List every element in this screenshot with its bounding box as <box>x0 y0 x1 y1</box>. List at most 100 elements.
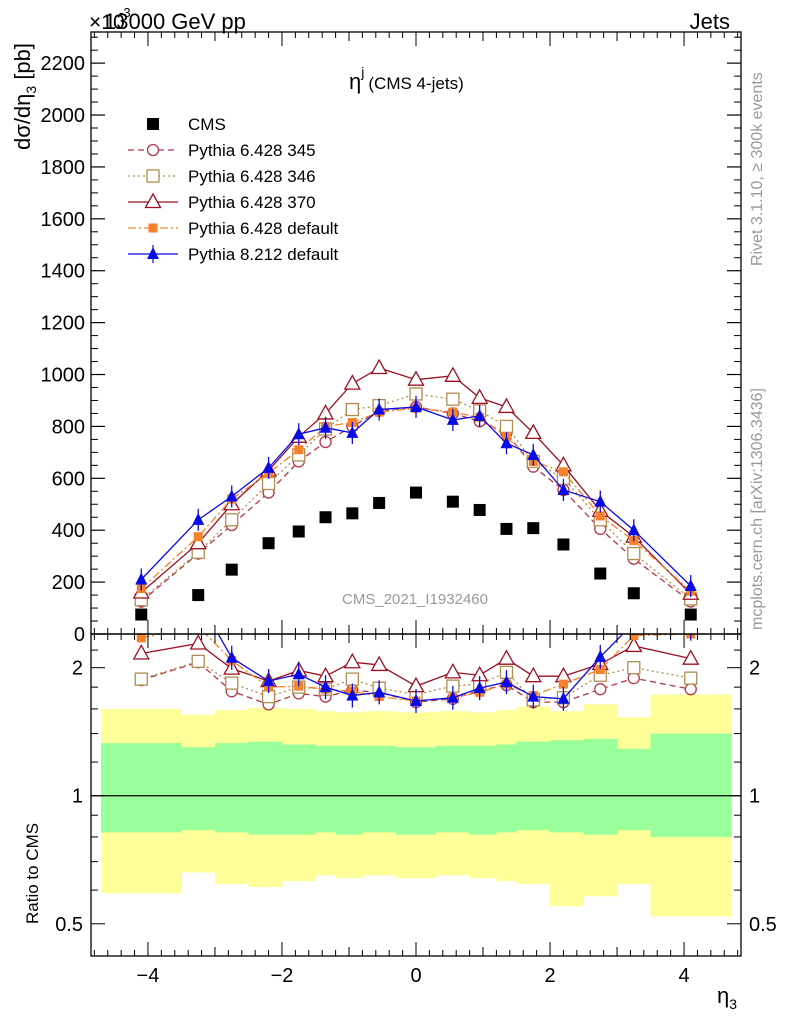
band-inner-segment <box>181 747 216 831</box>
data-point-p8 <box>594 494 607 507</box>
data-point-cms <box>346 507 359 520</box>
legend-label: Pythia 8.212 default <box>188 245 339 264</box>
data-point-p8 <box>292 427 305 440</box>
ratio-point-p8 <box>594 649 607 662</box>
ratio-ytick-label-right: 0.5 <box>749 914 777 936</box>
band-inner-segment <box>469 745 497 835</box>
data-point-p346 <box>627 546 641 561</box>
ratio-point-p8 <box>262 674 275 687</box>
band-inner-segment <box>214 743 249 833</box>
band-inner-segment <box>362 745 397 833</box>
ratio-point-p8 <box>557 691 570 704</box>
ratio-point-p370 <box>497 649 516 665</box>
band-inner-segment <box>101 743 182 833</box>
band-inner-segment <box>315 745 337 833</box>
main-ytick-label: 1600 <box>41 209 86 231</box>
data-point-p8 <box>627 523 640 536</box>
data-point-p8 <box>225 489 238 502</box>
ratio-point-p8 <box>319 680 332 693</box>
ratio-point-p370 <box>682 649 700 665</box>
data-point-pdefault <box>595 511 605 521</box>
ratio-point-p370 <box>370 655 388 672</box>
band-inner-segment <box>583 738 618 835</box>
ratio-point-p8 <box>473 681 486 694</box>
data-point-p8 <box>410 399 422 412</box>
band-inner-segment <box>436 745 471 833</box>
legend-marker <box>144 192 162 209</box>
ratio-ytick-label: 1 <box>72 786 83 808</box>
jets-label: Jets <box>690 9 730 34</box>
data-point-p8 <box>446 412 459 425</box>
ratio-series-layer <box>132 622 700 713</box>
ratio-point-pdefault <box>595 665 605 675</box>
data-point-pdefault <box>294 445 304 455</box>
ratio-point-p8 <box>410 693 422 706</box>
data-point-p8 <box>684 578 697 591</box>
ratio-point-p370 <box>444 663 462 679</box>
data-point-p370 <box>524 423 542 440</box>
ratio-point-p370 <box>132 644 150 660</box>
ratio-point-p345 <box>594 683 607 696</box>
legend-item-p346: Pythia 6.428 346 <box>128 167 316 186</box>
band-inner-segment <box>617 748 652 831</box>
data-point-cms <box>473 503 486 516</box>
data-point-cms <box>410 486 422 499</box>
main-ytick-label: 1200 <box>41 313 86 335</box>
data-point-p8 <box>500 436 513 449</box>
exponent-power: -3 <box>119 5 131 20</box>
ratio-point-p370 <box>625 636 643 653</box>
ratio-point-p345 <box>684 683 697 696</box>
data-point-cms <box>292 525 305 538</box>
data-point-p370 <box>407 370 425 386</box>
ratio-uncertainty-bands <box>101 694 732 917</box>
data-point-cms <box>225 563 238 576</box>
series-cms <box>135 486 697 621</box>
data-point-cms <box>527 522 540 535</box>
ratio-point-p346 <box>345 672 359 686</box>
analysis-watermark: CMS_2021_I1932460 <box>342 591 488 608</box>
legend-marker <box>146 143 160 157</box>
legend-label: Pythia 6.428 346 <box>188 167 316 186</box>
ratio-point-p346 <box>134 672 148 686</box>
data-point-cms <box>262 537 275 550</box>
main-series-layer <box>132 358 700 621</box>
data-point-cms <box>627 587 640 600</box>
ratio-point-pdefault <box>558 679 568 689</box>
legend-marker <box>147 247 159 259</box>
legend: CMS Pythia 6.428 345 Pythia 6.428 346 Pythi… <box>128 115 339 264</box>
xtick-label: 2 <box>544 965 555 987</box>
data-point-p346 <box>499 419 514 434</box>
axis-ticks: 0200400600800100012001400160018002000220… <box>41 32 777 987</box>
main-ytick-label: 800 <box>52 416 85 438</box>
data-point-cms <box>319 511 332 524</box>
data-point-p370 <box>189 533 207 550</box>
ratio-point-p8 <box>225 650 238 663</box>
data-point-p8 <box>473 409 486 422</box>
ratio-point-p8 <box>685 622 697 634</box>
data-point-p370 <box>343 374 361 390</box>
xtick-label: −4 <box>137 965 160 987</box>
legend-item-cms: CMS <box>147 115 226 134</box>
main-ytick-label: 1800 <box>41 157 86 179</box>
ratio-point-p8 <box>292 667 305 680</box>
data-point-p8 <box>557 482 570 495</box>
ratio-point-p346 <box>627 661 641 675</box>
legend-label: Pythia 6.428 default <box>188 219 339 238</box>
legend-label: Pythia 6.428 345 <box>188 141 316 160</box>
xtick-label: 0 <box>410 965 421 987</box>
data-point-p370 <box>497 397 516 414</box>
xlabel: η3 <box>717 983 737 1012</box>
exponent-label: ×10 <box>89 11 125 34</box>
data-point-p346 <box>345 402 359 417</box>
mcplots-label: mcplots.cern.ch [arXiv:1306.3436] <box>749 388 766 630</box>
data-point-p8 <box>527 447 540 460</box>
band-inner-segment <box>650 733 732 837</box>
main-ytick-label: 2000 <box>41 105 86 127</box>
legend-item-p345: Pythia 6.428 345 <box>128 141 316 160</box>
data-point-p8 <box>319 420 332 433</box>
ratio-point-p346 <box>191 654 205 668</box>
xtick-label: −2 <box>271 965 294 987</box>
legend-item-p8: Pythia 8.212 default <box>128 245 339 264</box>
data-point-cms <box>684 608 697 621</box>
